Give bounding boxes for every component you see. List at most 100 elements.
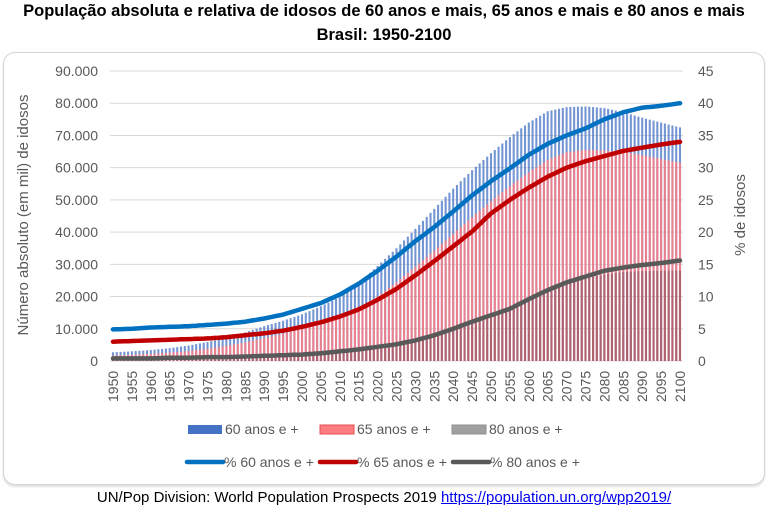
bar <box>482 316 485 361</box>
bar <box>327 353 330 361</box>
bar <box>342 315 345 361</box>
bar <box>353 350 356 361</box>
bar <box>206 359 209 361</box>
bar <box>229 345 232 361</box>
bar <box>300 328 304 361</box>
x-tick-label: 2080 <box>596 371 612 402</box>
bar <box>527 172 530 361</box>
bar <box>300 356 304 361</box>
bar <box>618 151 621 361</box>
x-tick-label: 1960 <box>143 371 159 402</box>
bar <box>618 272 621 361</box>
bar <box>369 301 372 361</box>
bars <box>111 106 682 362</box>
bar <box>372 348 375 361</box>
bar <box>592 150 595 361</box>
x-tick-label: 2040 <box>445 371 461 402</box>
bar <box>365 349 368 361</box>
bar <box>437 247 440 361</box>
line-series-3 <box>110 258 683 361</box>
x-tick-label: 2010 <box>332 371 348 402</box>
bar <box>660 270 663 361</box>
bar <box>180 359 183 361</box>
bar <box>376 296 379 361</box>
y-tick-label: 0 <box>90 353 98 369</box>
bar <box>202 359 205 361</box>
bar <box>130 360 133 361</box>
bar <box>312 355 315 361</box>
line-series-2 <box>110 139 683 344</box>
bar <box>240 343 243 361</box>
x-tick-label: 2015 <box>351 371 367 402</box>
bar <box>157 360 160 361</box>
bar <box>248 341 251 361</box>
x-tick-label: 1985 <box>237 371 253 402</box>
bar <box>595 150 598 361</box>
legend-label: % 65 anos e + <box>357 454 447 470</box>
y-tick-label: 50.000 <box>55 192 98 208</box>
bar <box>588 277 591 361</box>
bar <box>561 285 564 361</box>
bar <box>448 329 451 361</box>
bar <box>191 359 194 361</box>
bar <box>361 349 364 361</box>
legend-item: 60 anos e + <box>188 421 299 437</box>
bar <box>599 275 602 361</box>
bar <box>539 164 542 361</box>
source-link[interactable]: https://population.un.org/wpp2019/ <box>440 489 672 506</box>
bar <box>452 327 455 361</box>
bar <box>236 358 239 361</box>
bar <box>656 158 659 361</box>
bar <box>580 279 583 361</box>
bar <box>610 151 613 361</box>
legend-swatch <box>451 424 487 435</box>
bar <box>410 340 413 361</box>
bar <box>569 151 572 361</box>
bar <box>323 354 326 361</box>
bar <box>610 273 613 361</box>
bar <box>641 271 644 361</box>
bar <box>372 298 375 361</box>
bar <box>418 338 421 361</box>
bar <box>535 167 538 361</box>
bar <box>573 151 576 361</box>
bar <box>384 290 387 361</box>
bar <box>403 275 406 361</box>
y2-tick-label: 5 <box>698 321 706 337</box>
bar <box>410 269 413 361</box>
bar <box>278 357 281 361</box>
source-text: UN/Pop Division: World Population Prospe… <box>96 489 437 506</box>
legend-item: % 60 anos e + <box>184 454 314 470</box>
bar <box>603 150 606 361</box>
bar <box>576 281 579 361</box>
bar <box>652 157 655 361</box>
lines <box>110 100 683 361</box>
x-tick-label: 2035 <box>426 371 442 402</box>
bar <box>266 357 270 361</box>
bar <box>516 180 519 361</box>
bar <box>637 154 640 361</box>
bar <box>278 334 281 361</box>
bar <box>263 338 266 361</box>
bar <box>523 299 527 361</box>
x-tick-label: 1990 <box>256 371 272 402</box>
bar <box>406 341 409 361</box>
y2-tick-label: 10 <box>698 289 714 305</box>
bar <box>663 270 666 361</box>
bar <box>550 158 553 361</box>
bar <box>433 250 436 361</box>
bar <box>327 320 330 361</box>
y-tick-label: 10.000 <box>55 321 98 337</box>
legend-swatch <box>319 424 355 435</box>
bar <box>629 271 632 361</box>
bar <box>115 360 118 361</box>
bar <box>576 150 579 361</box>
x-tick-label: 2045 <box>464 371 480 402</box>
bar <box>493 312 496 361</box>
bar <box>244 342 247 361</box>
bar <box>437 332 440 361</box>
bar <box>346 351 349 361</box>
bar <box>554 288 557 361</box>
bar <box>463 223 466 361</box>
y-tick-label: 60.000 <box>55 160 98 176</box>
